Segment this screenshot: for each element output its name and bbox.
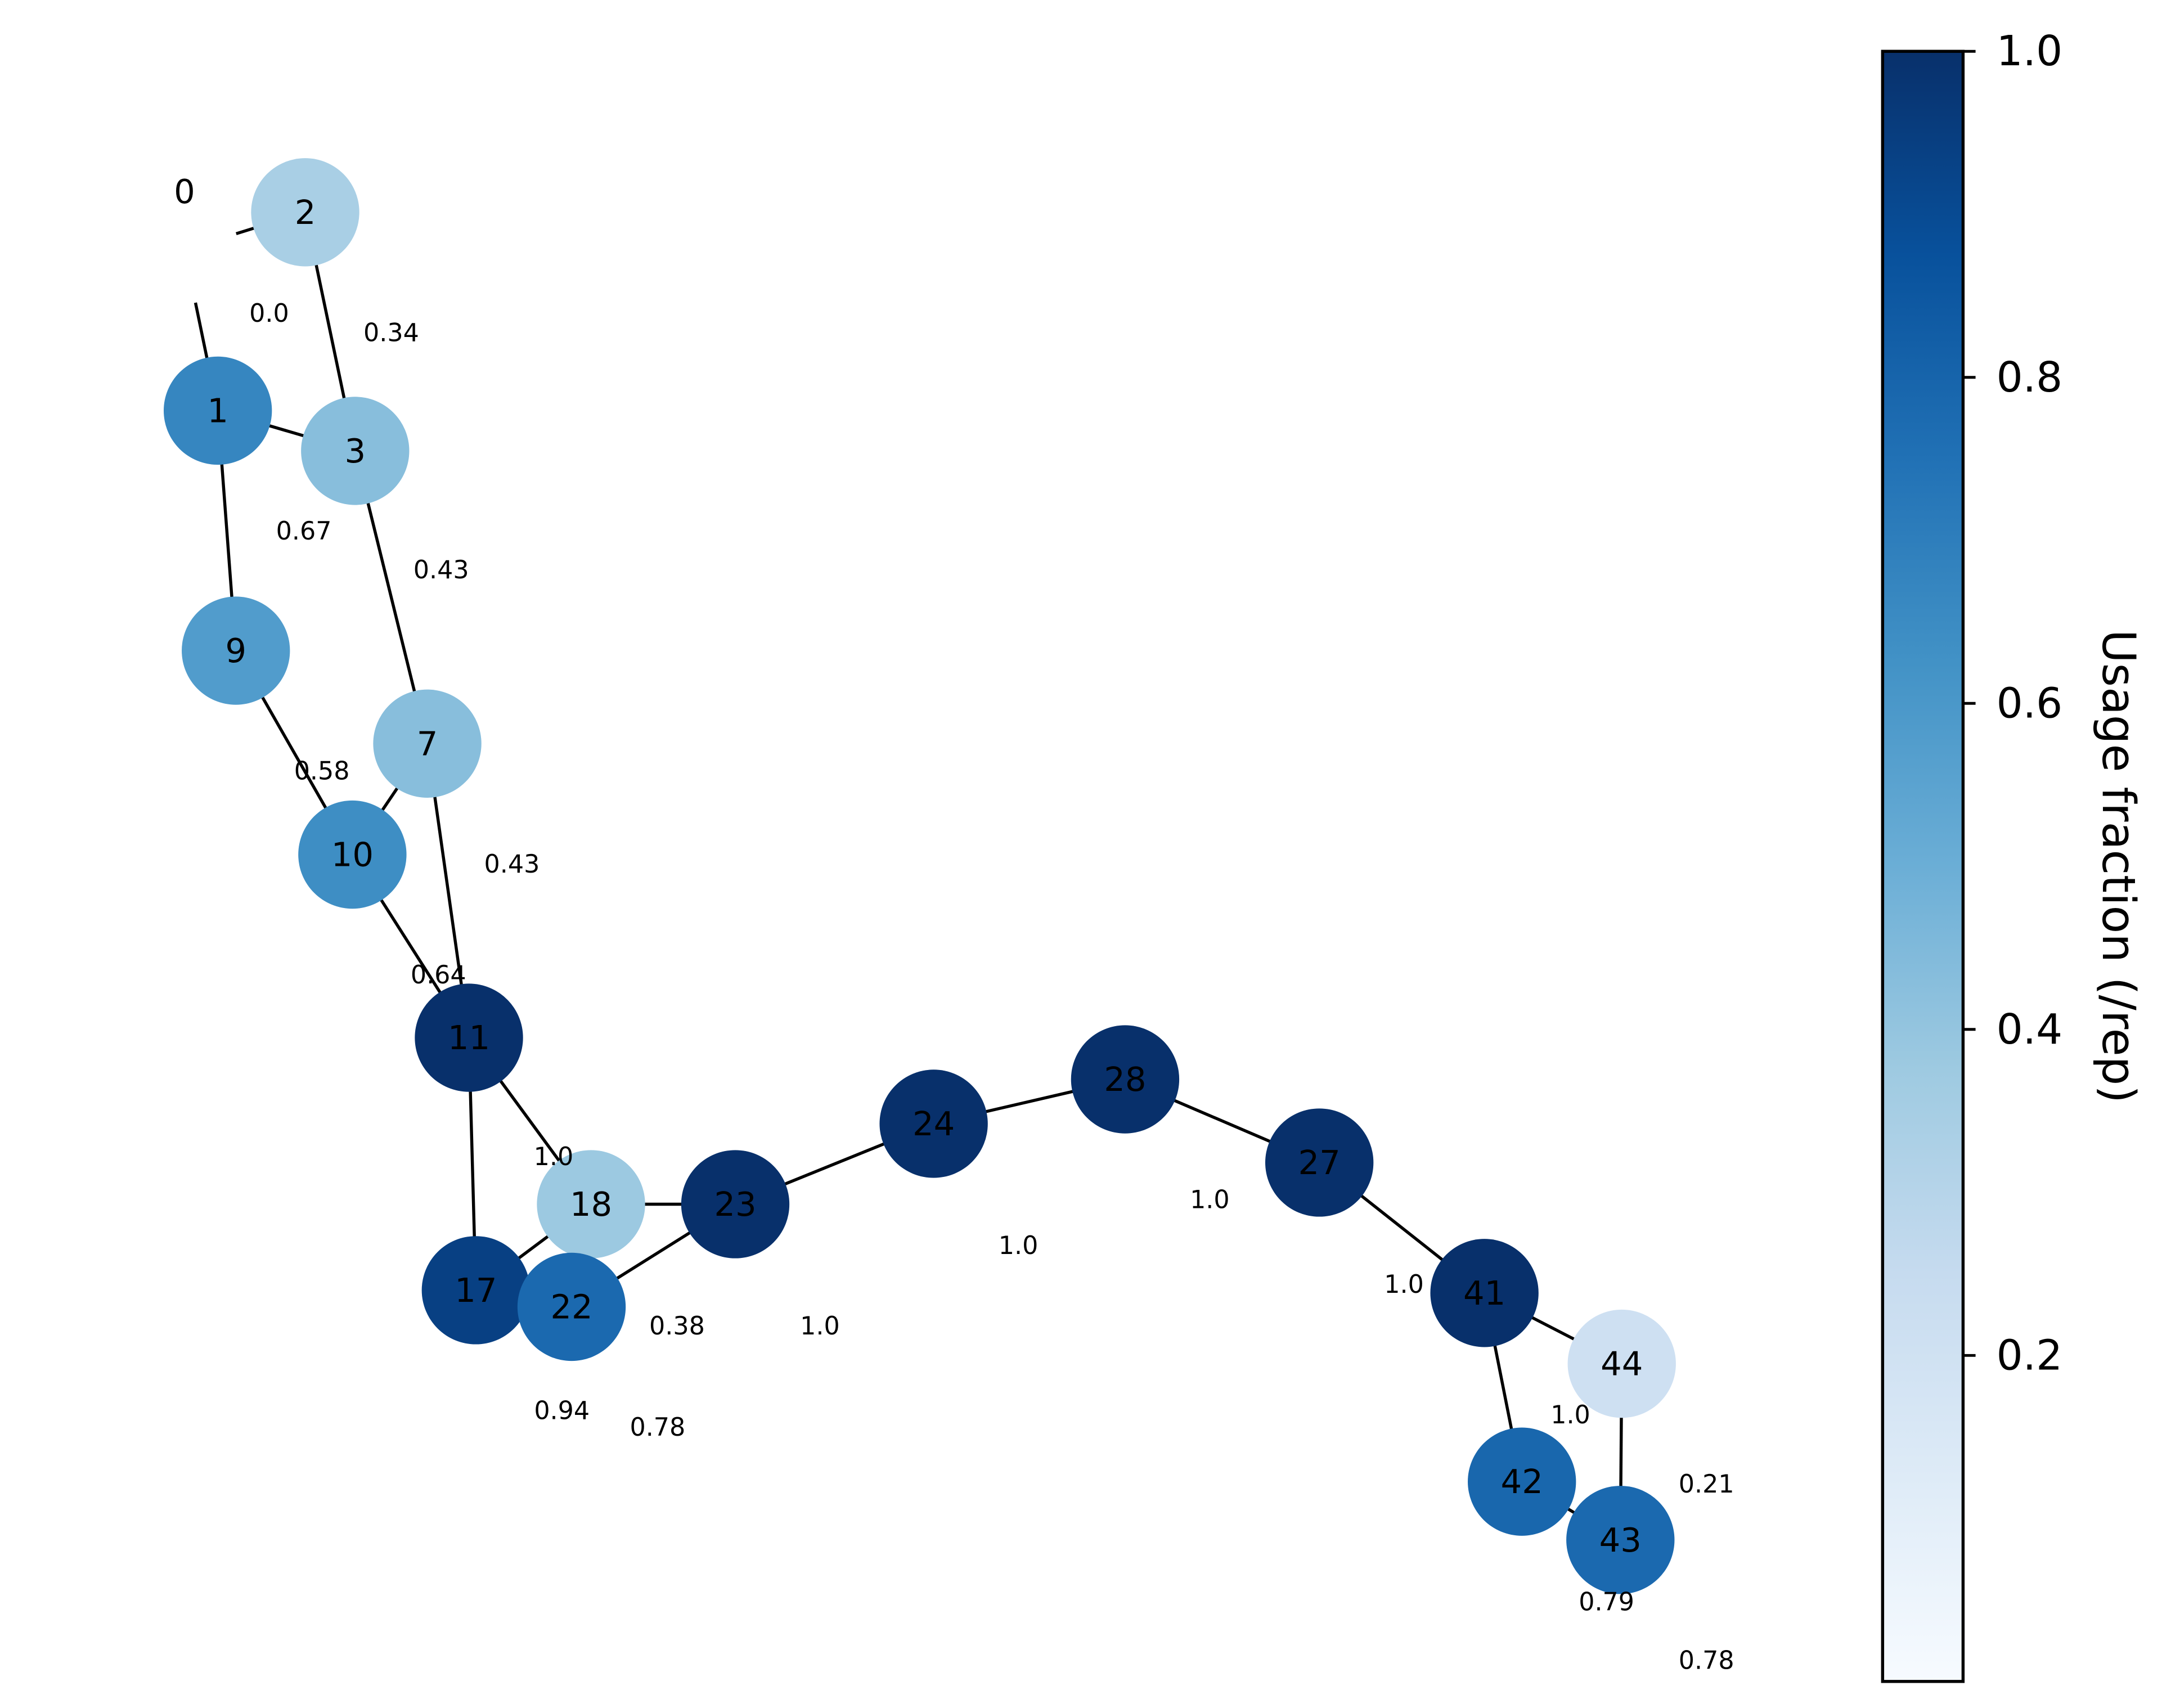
node-label-23: 23 (714, 1185, 756, 1224)
value-label-41: 1.0 (1550, 1401, 1590, 1430)
colorbar-ticks: 0.2 0.4 0.6 0.8 1.0 (1963, 27, 2062, 1379)
node-label-0: 0 (174, 172, 195, 211)
colorbar-tick-label: 1.0 (1997, 27, 2063, 75)
node-label-10: 10 (331, 835, 374, 874)
value-label-18: 0.38 (649, 1312, 705, 1341)
value-label-2: 0.34 (363, 318, 419, 347)
node-label-27: 27 (1298, 1143, 1341, 1182)
node-18 (537, 1150, 645, 1258)
node-label-18: 18 (570, 1185, 612, 1224)
node-label-44: 44 (1601, 1345, 1643, 1383)
value-label-28: 1.0 (1190, 1186, 1230, 1215)
node-9 (182, 596, 290, 705)
node-label-41: 41 (1463, 1274, 1505, 1313)
value-label-0: 0.0 (249, 299, 289, 328)
value-label-1: 0.67 (276, 517, 332, 546)
node-24 (879, 1069, 988, 1178)
value-label-17: 0.94 (534, 1396, 590, 1425)
node-label-43: 43 (1599, 1521, 1642, 1559)
value-labels-layer: 0.0 0.34 0.67 0.43 0.58 0.43 0.64 1.0 0.38 0.94 0.… (249, 299, 1734, 1675)
colorbar-tick-label: 0.6 (1997, 679, 2063, 727)
value-label-27: 1.0 (1384, 1270, 1424, 1299)
node-label-2: 2 (295, 193, 316, 232)
node-11 (415, 983, 523, 1092)
value-label-23: 1.0 (800, 1312, 840, 1341)
value-label-43: 0.78 (1679, 1646, 1734, 1675)
value-label-44: 0.21 (1679, 1470, 1734, 1499)
colorbar: 0.2 0.4 0.6 0.8 1.0 Usage fraction (/rep) (1881, 27, 2145, 1683)
colorbar-tick-label: 0.2 (1997, 1331, 2063, 1379)
node-22 (517, 1252, 626, 1361)
value-label-11: 1.0 (534, 1143, 574, 1171)
value-label-24: 1.0 (999, 1231, 1039, 1260)
node-label-28: 28 (1104, 1060, 1146, 1099)
node-1 (163, 356, 272, 465)
nodes-layer (130, 158, 1676, 1594)
node-label-1: 1 (207, 391, 228, 430)
node-3 (301, 397, 410, 505)
node-label-24: 24 (913, 1104, 955, 1143)
node-label-11: 11 (448, 1018, 490, 1057)
node-label-3: 3 (344, 432, 366, 470)
node-label-17: 17 (455, 1271, 497, 1310)
node-7 (373, 689, 482, 798)
value-label-10: 0.64 (411, 961, 466, 990)
colorbar-tick-label: 0.8 (1997, 353, 2063, 402)
node-27 (1265, 1108, 1374, 1217)
value-label-3: 0.43 (413, 556, 469, 585)
value-label-7: 0.43 (484, 850, 540, 879)
node-label-22: 22 (550, 1287, 592, 1326)
node-17 (421, 1236, 531, 1345)
node-label-42: 42 (1501, 1462, 1543, 1501)
value-label-42: 0.79 (1579, 1588, 1634, 1617)
node-41 (1430, 1239, 1539, 1347)
node-label-7: 7 (417, 724, 438, 763)
node-10 (298, 800, 407, 909)
node-28 (1071, 1025, 1180, 1134)
node-44 (1567, 1309, 1676, 1418)
node-23 (681, 1150, 790, 1258)
node-2 (251, 158, 359, 267)
node-43 (1566, 1486, 1675, 1594)
value-label-9: 0.58 (294, 757, 350, 786)
colorbar-label: Usage fraction (/rep) (2092, 630, 2145, 1103)
value-label-22: 0.78 (630, 1413, 685, 1442)
colorbar-gradient (1881, 50, 1965, 1683)
node-42 (1468, 1427, 1576, 1536)
colorbar-tick-label: 0.4 (1997, 1005, 2063, 1054)
node-0 (130, 195, 239, 304)
node-label-9: 9 (225, 631, 246, 670)
